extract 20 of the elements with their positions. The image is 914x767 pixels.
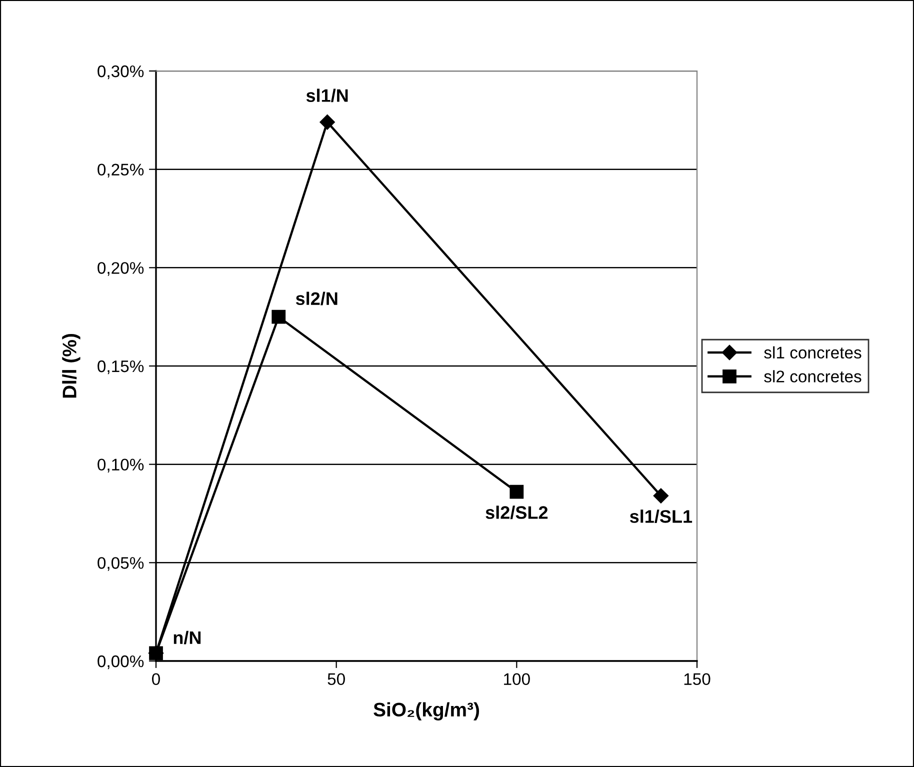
annotation: sl2/N: [296, 292, 338, 306]
x-tick-label: 150: [684, 673, 710, 686]
x-axis-title: SiO₂(kg/m³): [374, 702, 480, 720]
x-tick-label: 100: [504, 673, 530, 686]
y-tick-label: 0,00%: [98, 655, 144, 670]
x-tick-label: 50: [328, 673, 345, 686]
annotation: sl1/SL1: [630, 510, 692, 524]
x-tick-label: 0: [152, 673, 160, 686]
y-tick-label: 0,15%: [98, 360, 144, 374]
annotation: sl2/SL2: [486, 506, 548, 520]
annotation: n/N: [174, 630, 201, 644]
annotation: sl1/N: [306, 88, 348, 102]
y-tick-label: 0,05%: [98, 557, 144, 571]
y-tick-label: 0,20%: [98, 262, 144, 276]
legend-label: sl2 concretes: [764, 370, 862, 382]
legend-label: sl1 concretes: [764, 346, 862, 359]
y-tick-label: 0,30%: [98, 65, 144, 80]
y-axis-title: Dl/l (%): [62, 334, 80, 398]
y-tick-label: 0,25%: [98, 164, 144, 178]
y-tick-label: 0,10%: [98, 458, 144, 473]
